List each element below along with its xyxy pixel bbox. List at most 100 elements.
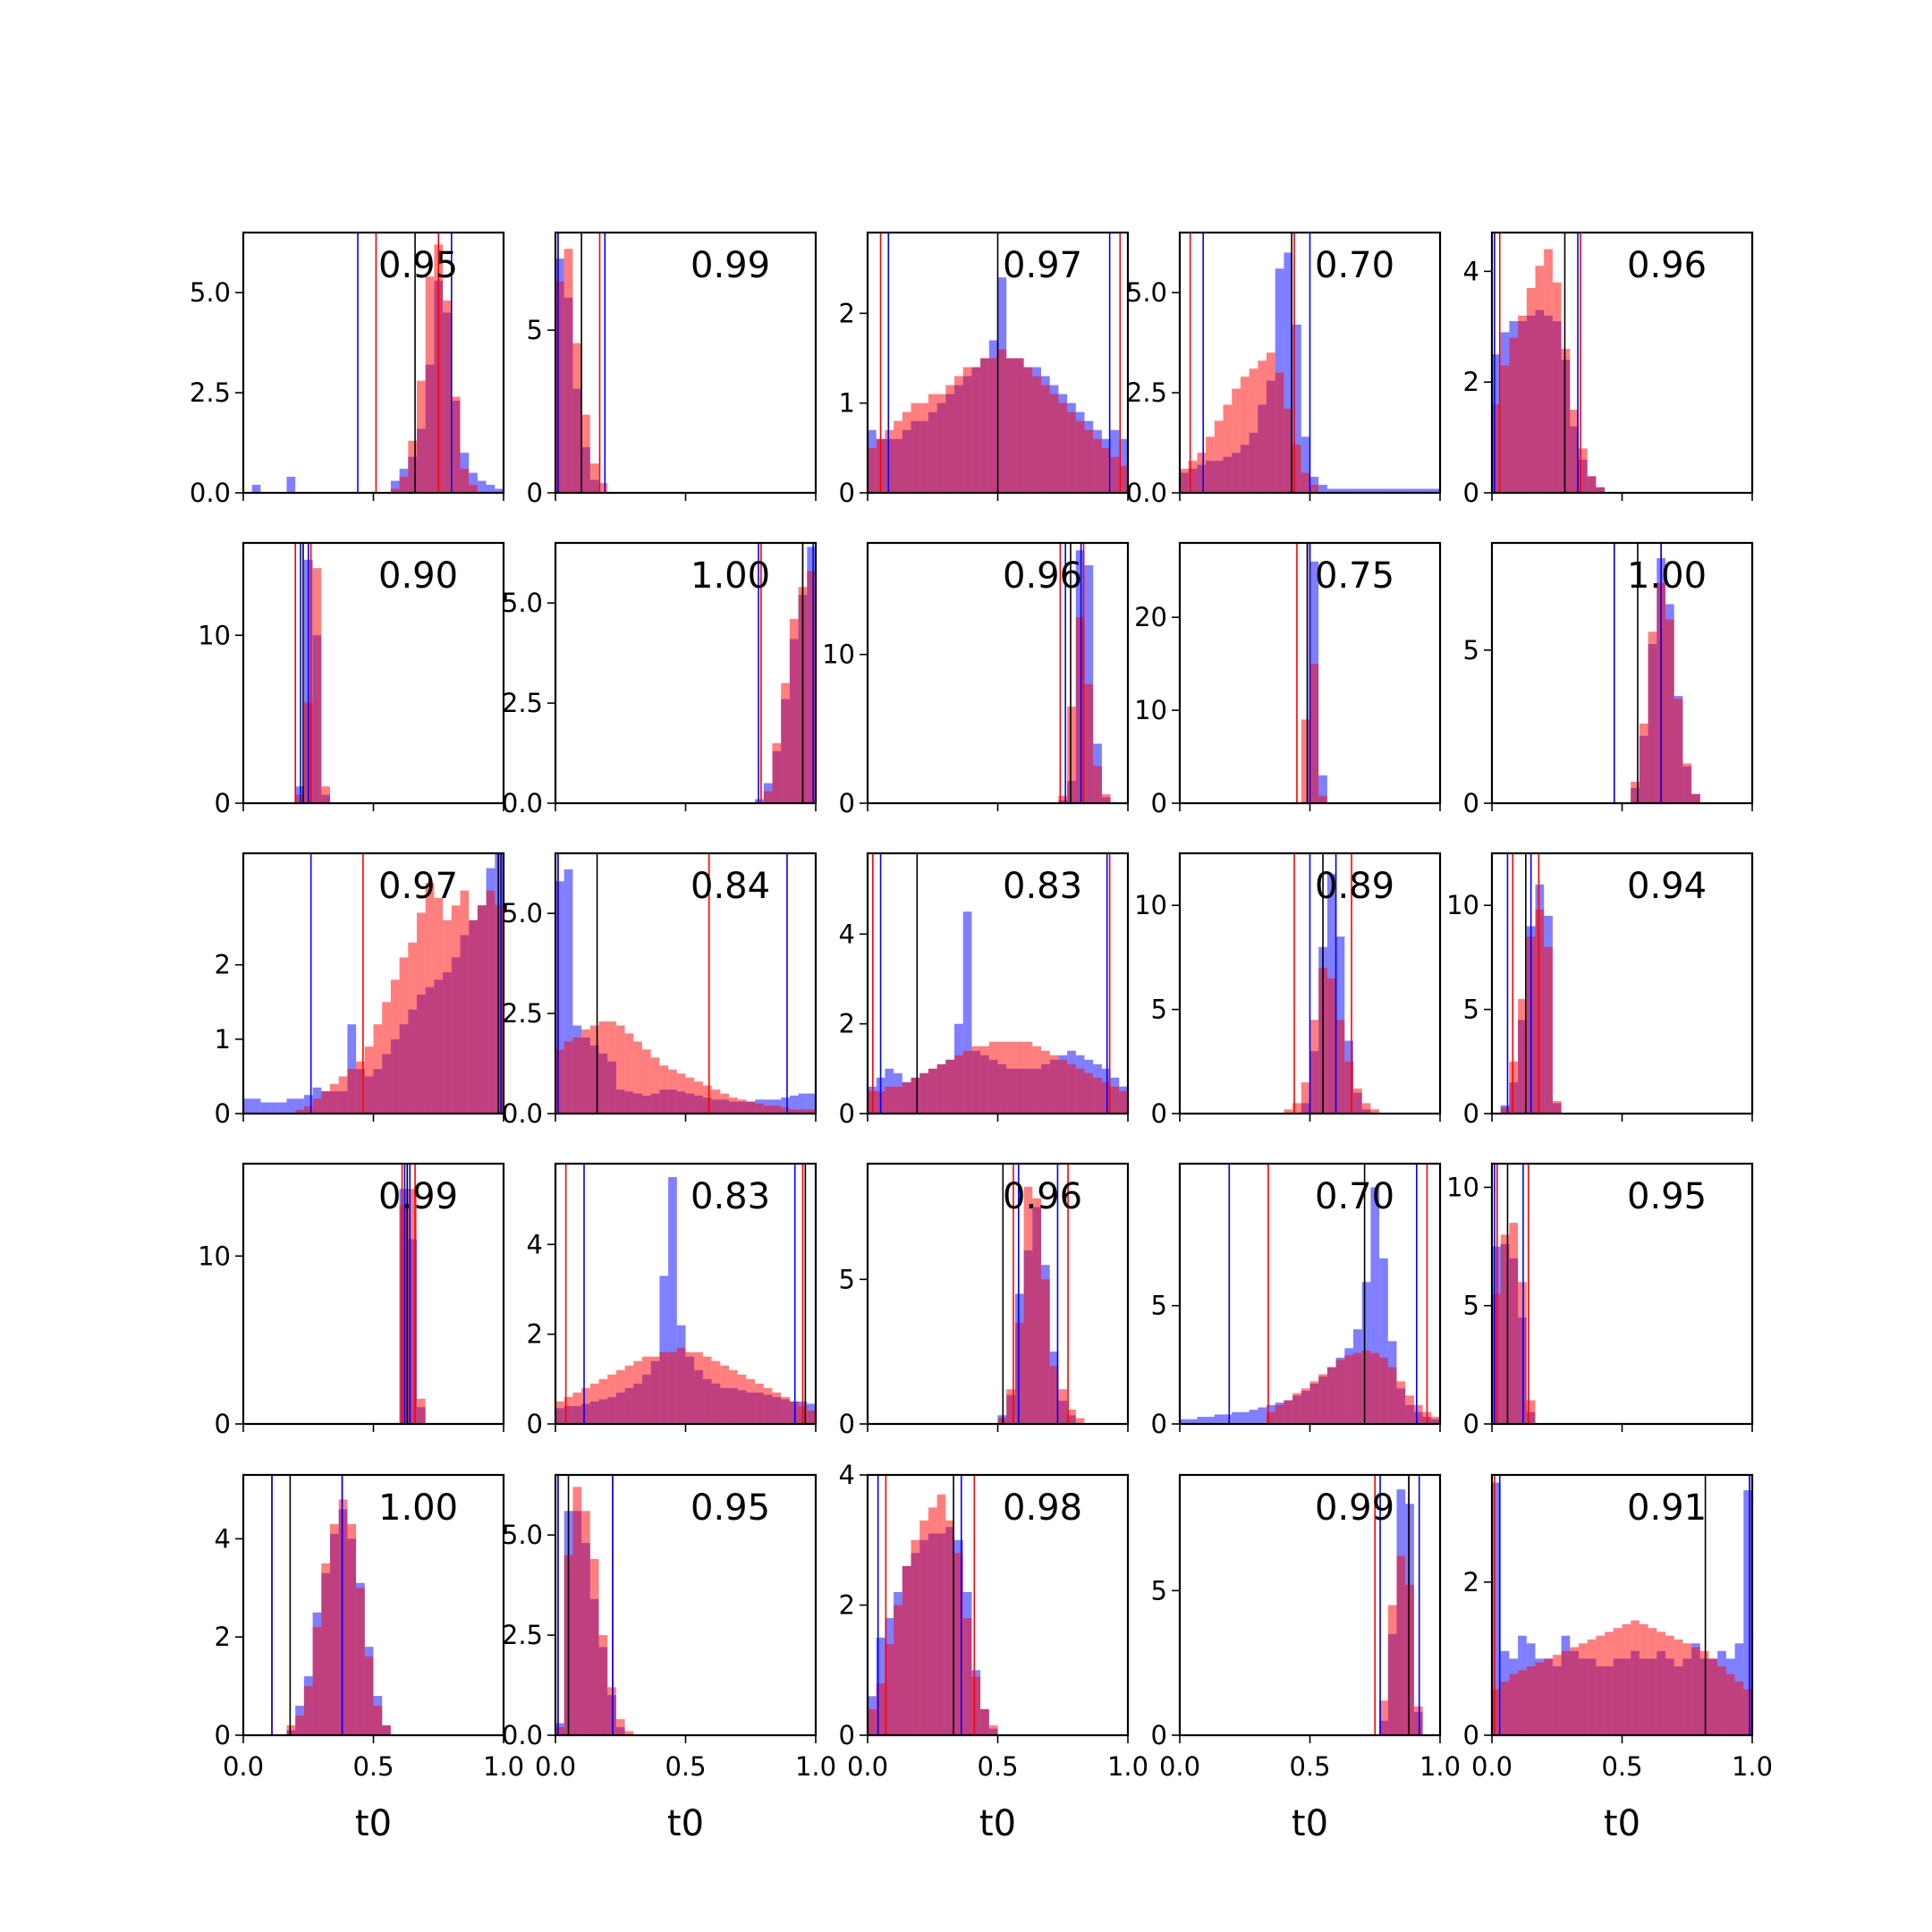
hist-bar-red <box>1067 411 1076 493</box>
hist-bar-red <box>1249 369 1258 493</box>
y-tick-label: 0 <box>215 1098 231 1129</box>
hist-bar-red <box>720 1093 729 1114</box>
hist-bar-red <box>425 883 435 1114</box>
hist-bar-red <box>295 1109 304 1114</box>
hist-bar-red <box>1309 1020 1319 1114</box>
hist-bar-red <box>1509 1061 1519 1114</box>
y-tick-label: 10 <box>198 620 231 650</box>
hist-bar-red <box>911 1077 920 1114</box>
hist-bar-red <box>1509 1674 1519 1735</box>
y-tick-label: 4 <box>839 919 855 949</box>
hist-bar-blue <box>564 869 573 1114</box>
hist-bar-red <box>312 568 322 803</box>
hist-bar-blue <box>277 1102 287 1114</box>
hist-bar-red <box>1544 249 1553 493</box>
hist-bar-blue <box>1249 1410 1258 1424</box>
y-tick-label: 10 <box>1134 890 1167 920</box>
hist-bar-red <box>581 1029 590 1114</box>
hist-bar-red <box>936 394 946 493</box>
subplot-r2c5: 051.00 <box>1463 541 1754 818</box>
hist-bar-blue <box>1214 1414 1224 1424</box>
hist-bar-blue <box>303 1095 313 1114</box>
hist-bar-red <box>720 1365 729 1424</box>
hist-bar-red <box>1023 1186 1033 1424</box>
hist-bar-red <box>417 912 426 1114</box>
x-tick-label: 0.0 <box>535 1751 576 1782</box>
hist-bar-red <box>676 1347 686 1424</box>
hist-bar-red <box>607 1687 616 1735</box>
hist-bar-blue <box>1379 488 1388 493</box>
score-label: 0.97 <box>1003 245 1082 286</box>
hist-bar-red <box>1387 1605 1397 1735</box>
y-tick-label: 0 <box>839 788 855 818</box>
subplot-r3c1: 0 1 2 0.97 <box>215 852 505 1129</box>
hist-bar-red <box>642 1049 651 1114</box>
hist-bar-red <box>572 1487 582 1735</box>
y-tick-label: 4 <box>839 1460 855 1490</box>
hist-bar-blue <box>1492 1482 1501 1735</box>
x-tick-label: 0.0 <box>223 1751 264 1782</box>
x-axis-label: t0 <box>979 1803 1016 1844</box>
hist-bar-red <box>1084 1072 1094 1114</box>
hist-bar-red <box>1526 287 1536 493</box>
hist-bar-red <box>1665 1635 1674 1735</box>
hist-bar-red <box>911 1539 920 1735</box>
hist-bar-red <box>390 979 400 1114</box>
hist-bar-red <box>1691 793 1700 803</box>
hist-bar-red <box>1708 1658 1718 1735</box>
hist-bar-red <box>1075 1068 1085 1114</box>
y-tick-label: 2.5 <box>190 377 231 408</box>
score-label: 0.75 <box>1315 555 1394 597</box>
hist-bar-blue <box>1232 1411 1241 1424</box>
hist-bar-blue <box>798 1093 808 1114</box>
hist-bar-blue <box>1370 488 1380 493</box>
subplot-r3c5: 0 5 10 0.94 <box>1446 852 1754 1129</box>
hist-bar-red <box>1518 1670 1527 1735</box>
hist-bar-blue <box>755 799 764 803</box>
hist-bar-red <box>945 1520 954 1735</box>
hist-bar-red <box>1361 1103 1371 1114</box>
hist-bar-red <box>1119 465 1128 493</box>
hist-bar-red <box>1309 485 1319 493</box>
hist-bar-red <box>962 367 972 493</box>
hist-bar-red <box>1544 946 1553 1114</box>
hist-bar-red <box>1032 1198 1041 1424</box>
hist-bar-red <box>1075 420 1085 493</box>
hist-bar-red <box>781 682 790 803</box>
hist-bar-red <box>1639 1623 1648 1735</box>
score-label: 0.91 <box>1627 1487 1707 1529</box>
hist-bar-red <box>1579 1643 1588 1735</box>
hist-bar-blue <box>1387 488 1397 493</box>
hist-bar-red <box>659 1065 669 1114</box>
hist-bar-red <box>1535 266 1545 493</box>
hist-bar-red <box>460 469 470 493</box>
hist-bar-red <box>1014 1322 1024 1424</box>
y-tick-label: 0 <box>839 478 855 508</box>
score-label: 0.96 <box>1003 1176 1082 1217</box>
y-tick-label: 0.0 <box>1126 478 1167 508</box>
hist-bar-blue <box>251 485 261 493</box>
hist-bar-red <box>971 1676 981 1735</box>
score-label: 0.99 <box>1315 1487 1394 1529</box>
hist-bar-red <box>729 1369 738 1424</box>
hist-bar-blue <box>469 472 478 493</box>
score-label: 0.98 <box>1003 1487 1082 1529</box>
score-label: 0.83 <box>1003 866 1082 907</box>
plot-area <box>1058 543 1111 803</box>
plot-area <box>997 1164 1085 1424</box>
hist-bar-red <box>495 905 504 1114</box>
hist-bar-red <box>962 1618 972 1735</box>
hist-bar-red <box>1326 1367 1336 1424</box>
hist-bar-red <box>1006 358 1015 493</box>
plot-area <box>755 543 816 803</box>
hist-bar-red <box>1587 476 1597 493</box>
plot-area <box>1492 1475 1752 1735</box>
hist-bar-red <box>1492 403 1501 493</box>
hist-bar-red <box>303 1686 313 1735</box>
subplot-r3c2: 0.0 2.5 5.0 0.84 <box>502 852 818 1129</box>
plot-area <box>399 1164 426 1424</box>
hist-bar-blue <box>555 881 564 1114</box>
hist-bar-red <box>615 1719 625 1735</box>
hist-bar-red <box>1023 367 1033 493</box>
hist-bar-red <box>962 1050 972 1114</box>
